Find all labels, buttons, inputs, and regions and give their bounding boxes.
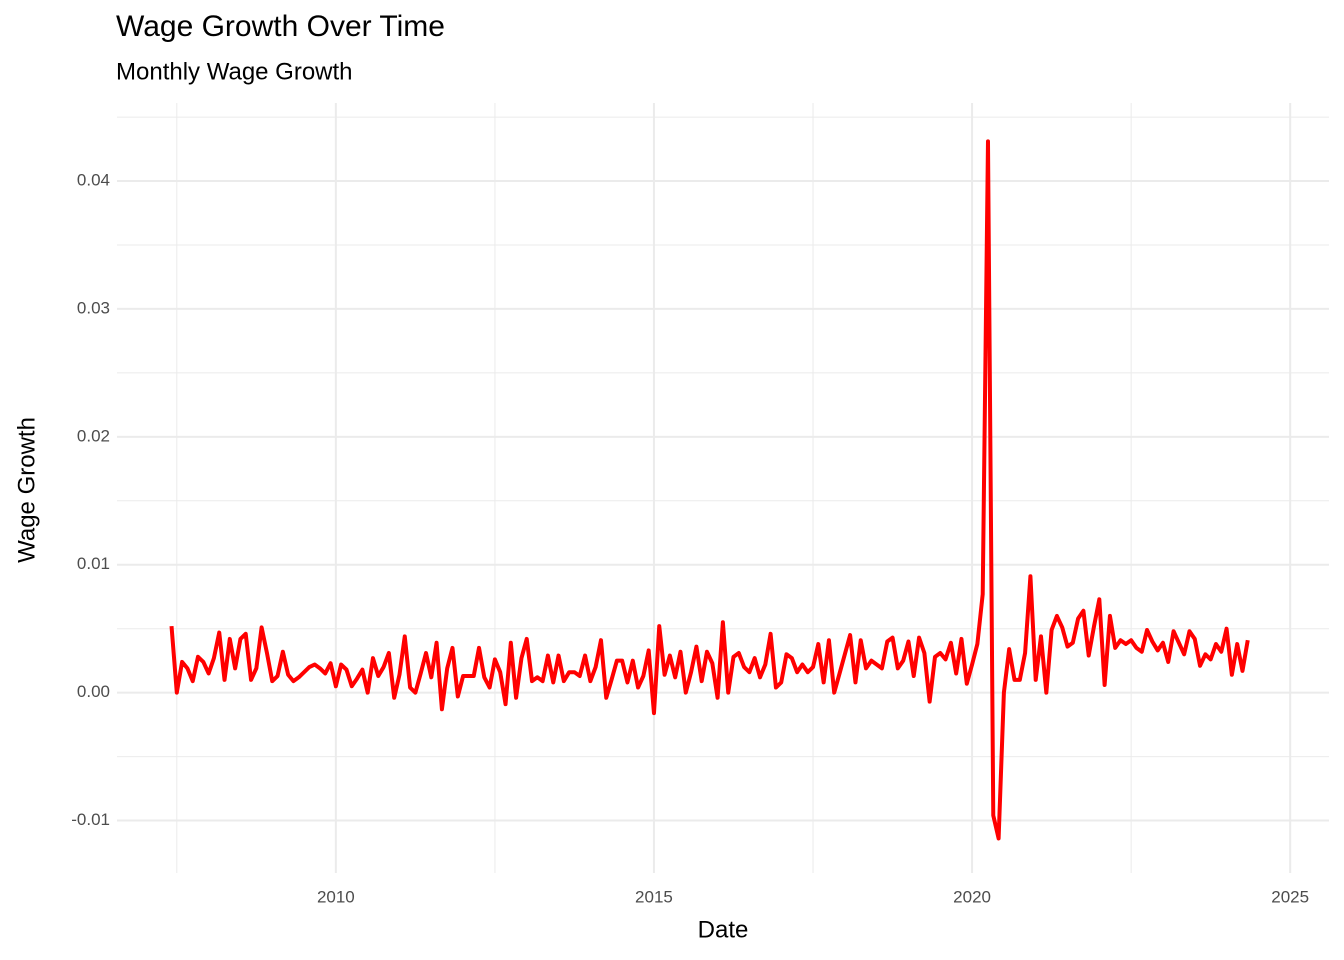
y-tick-label: 0.00 xyxy=(77,682,110,701)
y-axis-title: Wage Growth xyxy=(13,417,40,563)
x-tick-label: 2010 xyxy=(317,887,355,906)
y-tick-label: -0.01 xyxy=(71,810,110,829)
chart-subtitle: Monthly Wage Growth xyxy=(116,58,353,85)
x-tick-label: 2015 xyxy=(635,887,673,906)
y-tick-label: 0.02 xyxy=(77,426,110,445)
x-tick-label: 2020 xyxy=(953,887,991,906)
x-tick-label: 2025 xyxy=(1271,887,1309,906)
y-tick-label: 0.01 xyxy=(77,554,110,573)
chart-title: Wage Growth Over Time xyxy=(116,10,445,43)
y-tick-label: 0.04 xyxy=(77,171,110,190)
y-tick-label: 0.03 xyxy=(77,298,110,317)
x-axis-title: Date xyxy=(698,916,749,943)
data-line xyxy=(169,139,1250,841)
